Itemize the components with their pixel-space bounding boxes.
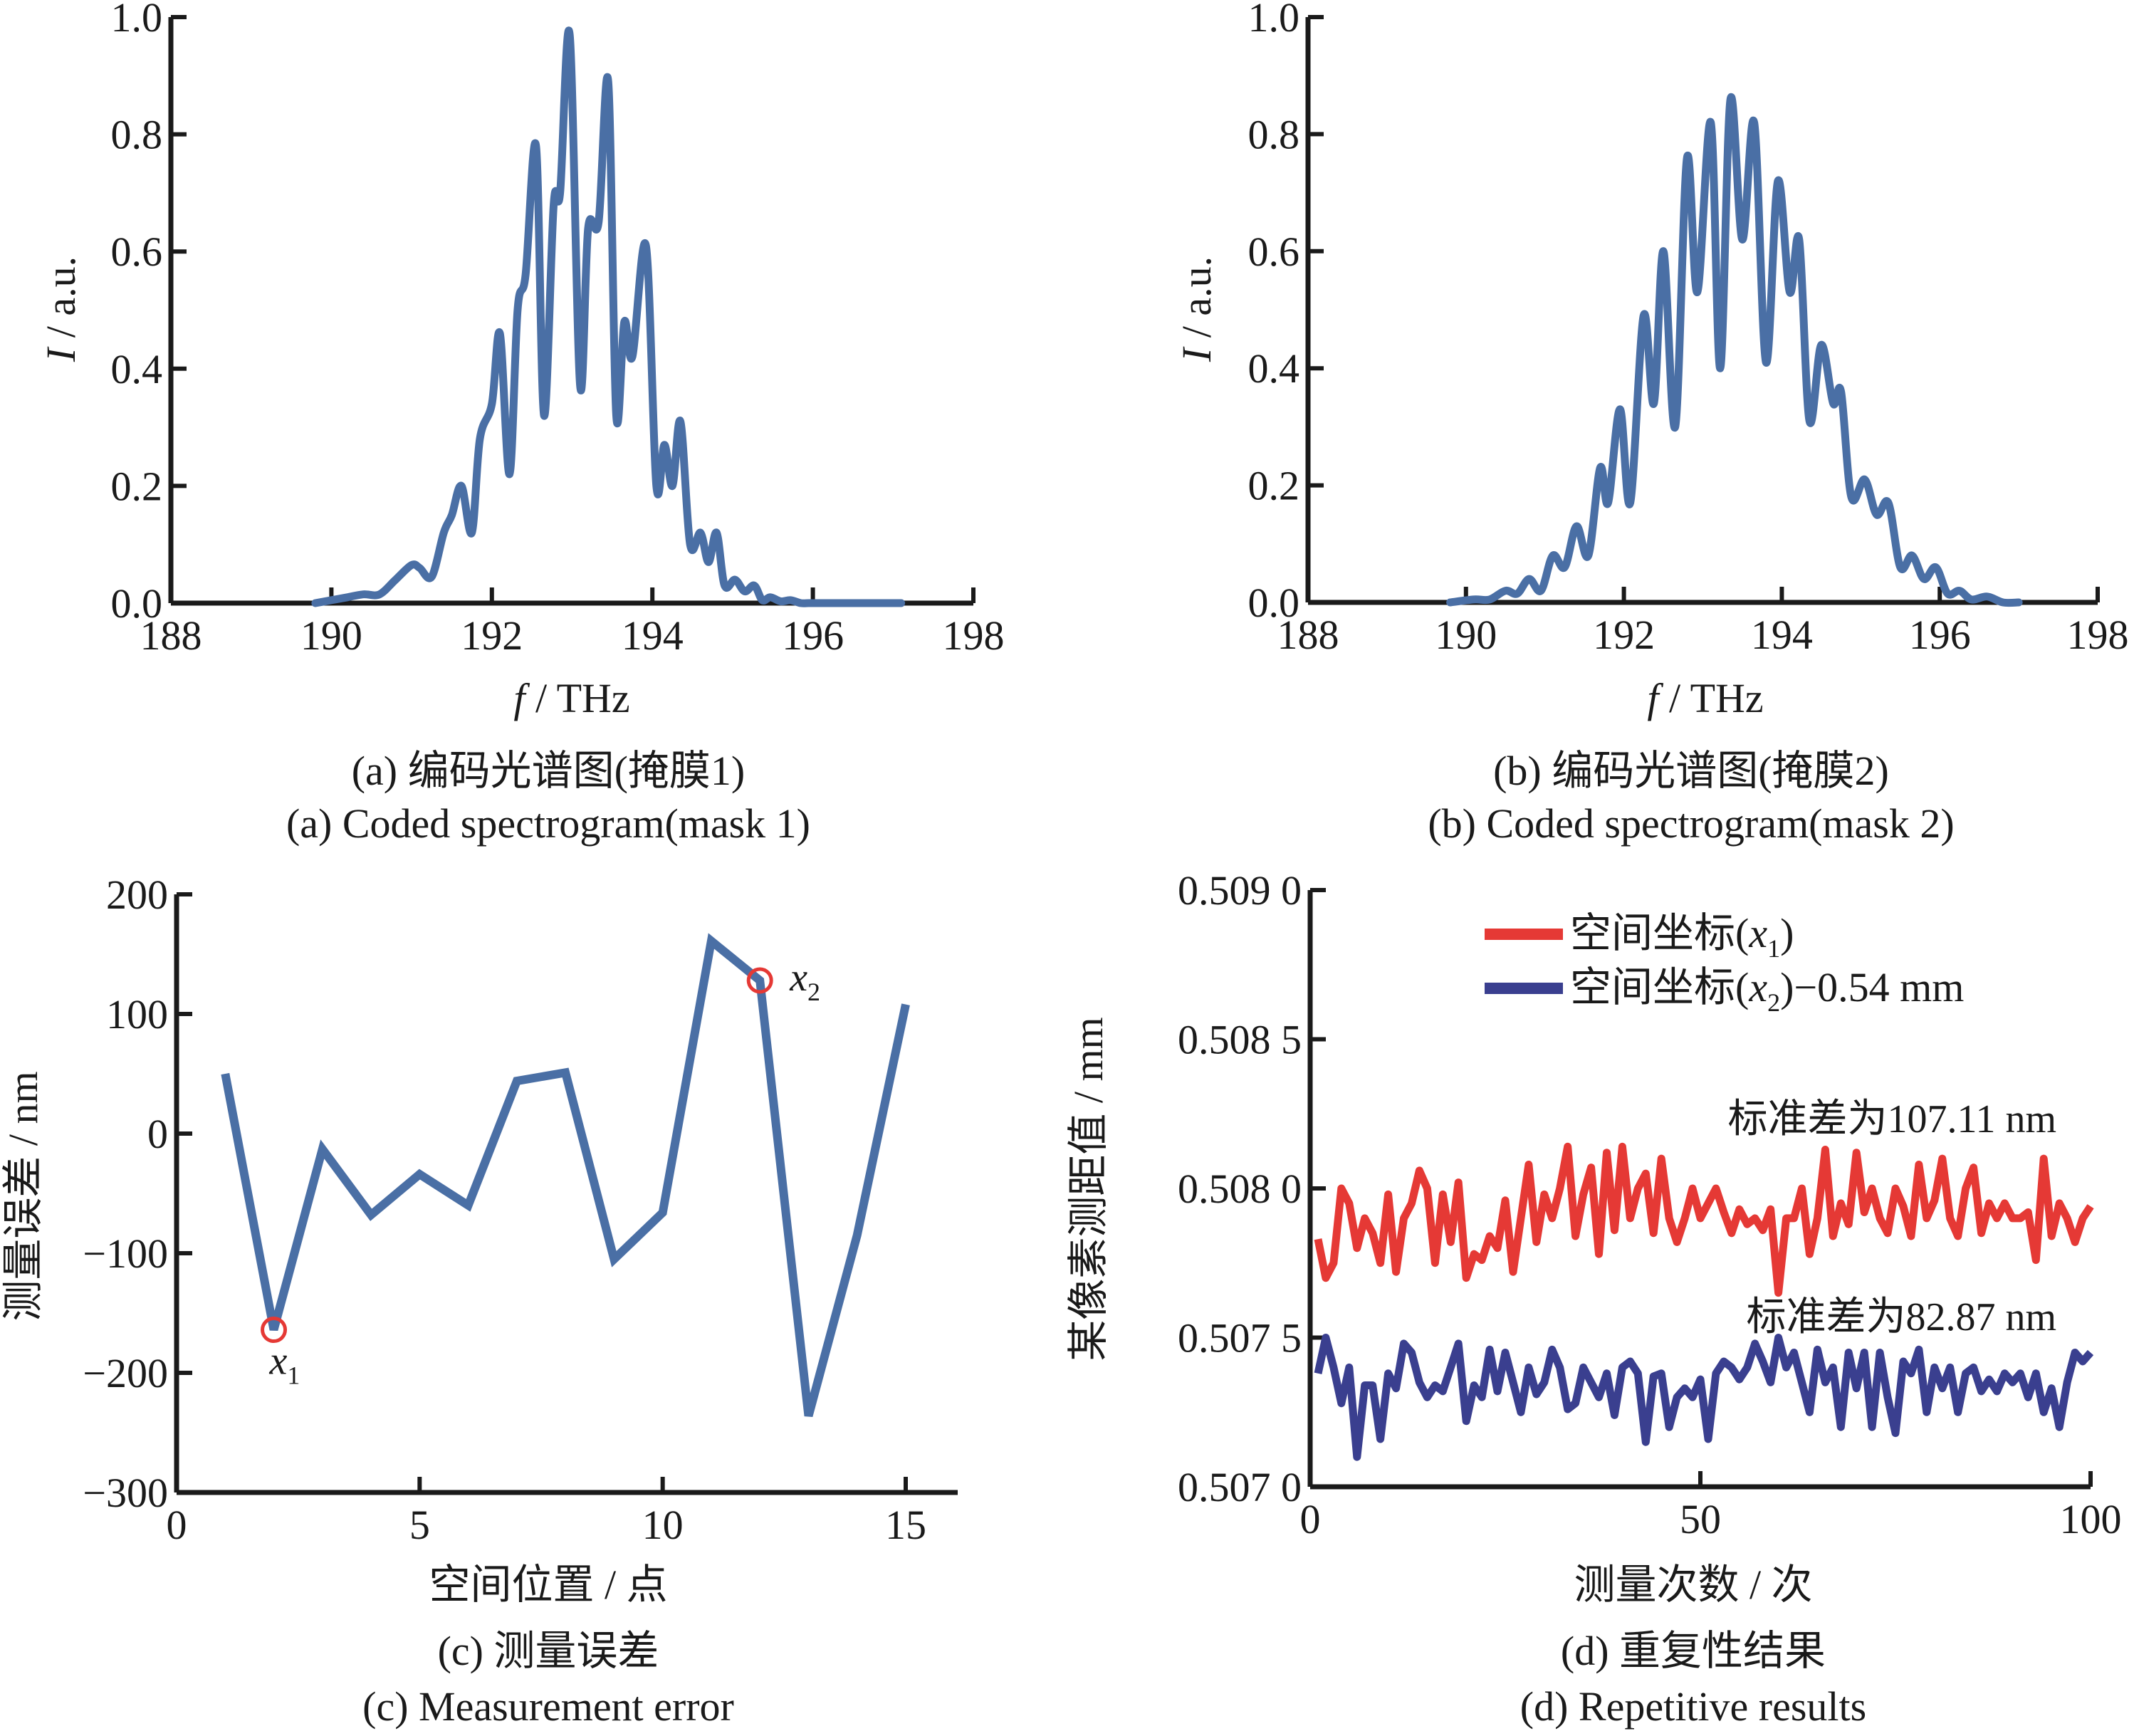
y-tick-label: 0.8 bbox=[111, 112, 163, 158]
panel-d-axes bbox=[1307, 888, 2093, 1490]
x-tick-label: 188 bbox=[1277, 612, 1339, 658]
highlight-circle-marker bbox=[261, 1317, 288, 1344]
x-tick-label: 198 bbox=[943, 612, 1005, 659]
x-tick-label: 50 bbox=[1680, 1496, 1721, 1542]
panel-d-legend: 空间坐标(x1) 空间坐标(x2)−0.54 mm bbox=[1485, 910, 1964, 1017]
panel-a-y-axis-label: I / a.u. bbox=[38, 256, 84, 362]
y-tick-label: 0.2 bbox=[1248, 463, 1300, 509]
panel-d-caption-cn: (d) 重复性结果 bbox=[1561, 1628, 1826, 1674]
legend-label-x1: 空间坐标(x1) bbox=[1570, 910, 1794, 963]
panel-d-repetitive-results: 0 50 100 0.507 0 0.507 5 0.508 0 0.508 5 0.509… bbox=[1065, 867, 2122, 1730]
point-label-x2: x2 bbox=[789, 956, 820, 1006]
panel-c-caption-en: (c) Measurement error bbox=[362, 1683, 734, 1730]
panel-b-axes bbox=[1305, 15, 2100, 605]
y-tick-label: 0 bbox=[147, 1111, 168, 1157]
highlight-circle-marker bbox=[746, 967, 773, 994]
x-tick-label: 198 bbox=[2067, 612, 2129, 658]
panel-a-caption-en: (a) Coded spectrogram(mask 1) bbox=[286, 800, 810, 847]
x-tick-label: 196 bbox=[782, 612, 844, 659]
x-tick-label: 192 bbox=[461, 612, 523, 659]
y-tick-label: 0.509 0 bbox=[1178, 867, 1302, 914]
panel-b-y-axis-label: I / a.u. bbox=[1173, 256, 1220, 362]
panel-c-caption-cn: (c) 测量误差 bbox=[438, 1628, 659, 1674]
y-tick-label: 100 bbox=[106, 991, 168, 1037]
x-tick-label: 194 bbox=[1751, 612, 1813, 658]
panel-d-series-x1-line bbox=[1314, 1142, 2094, 1297]
y-tick-label: 0.508 0 bbox=[1178, 1166, 1302, 1212]
panel-c-axes bbox=[174, 892, 958, 1495]
y-tick-label: 0.507 5 bbox=[1178, 1315, 1302, 1361]
panel-c-x-axis-label: 空间位置 / 点 bbox=[429, 1562, 667, 1608]
panel-c-x-tick-labels: 0 5 10 15 bbox=[167, 1502, 927, 1548]
panel-b-caption-cn: (b) 编码光谱图(掩膜2) bbox=[1493, 748, 1889, 794]
y-tick-label: 0.0 bbox=[111, 580, 163, 627]
y-tick-label: −100 bbox=[83, 1230, 168, 1277]
annotation-std-x2: 标准差为82.87 nm bbox=[1746, 1295, 2056, 1339]
panel-d-y-axis-label: 某像素测距值 / mm bbox=[1065, 1017, 1112, 1361]
y-tick-label: 0.6 bbox=[1248, 229, 1300, 275]
x-tick-label: 196 bbox=[1909, 612, 1971, 658]
y-tick-label: 1.0 bbox=[111, 0, 163, 41]
panel-d-caption-en: (d) Repetitive results bbox=[1520, 1683, 1866, 1730]
y-tick-label: −200 bbox=[83, 1350, 168, 1396]
panel-c-annotations: x1 x2 bbox=[261, 956, 820, 1390]
panel-a-spectrogram-mask1: 188 190 192 194 196 198 0.0 0.2 0.4 0.6 0.8 1.0 f … bbox=[38, 0, 1005, 847]
panel-b-x-tick-labels: 188 190 192 194 196 198 bbox=[1277, 612, 2129, 658]
x-tick-label: 5 bbox=[409, 1502, 430, 1548]
y-tick-label: 0.508 5 bbox=[1178, 1017, 1302, 1063]
panel-a-series-line bbox=[311, 26, 906, 607]
x-tick-label: 194 bbox=[622, 612, 684, 659]
panel-a-x-tick-labels: 188 190 192 194 196 198 bbox=[140, 612, 1005, 659]
panel-d-x-axis-label: 测量次数 / 次 bbox=[1574, 1562, 1812, 1608]
legend-label-x2: 空间坐标(x2)−0.54 mm bbox=[1570, 964, 1964, 1017]
y-tick-label: 0.4 bbox=[1248, 345, 1300, 392]
y-tick-label: 1.0 bbox=[1248, 0, 1300, 41]
y-tick-label: 0.0 bbox=[1248, 580, 1300, 626]
y-tick-label: 0.507 0 bbox=[1178, 1464, 1302, 1510]
y-tick-label: 0.6 bbox=[111, 229, 163, 275]
x-tick-label: 192 bbox=[1593, 612, 1655, 658]
panel-c-measurement-error: 0 5 10 15 −300 −200 −100 0 100 200 x1 x2 空间位置 / 点… bbox=[0, 872, 958, 1730]
x-tick-label: 0 bbox=[1300, 1496, 1321, 1542]
y-tick-label: 0.2 bbox=[111, 463, 163, 509]
panel-d-x-tick-labels: 0 50 100 bbox=[1300, 1496, 2122, 1542]
x-tick-label: 188 bbox=[140, 612, 202, 659]
y-tick-label: −300 bbox=[83, 1470, 168, 1516]
x-tick-label: 100 bbox=[2060, 1496, 2122, 1542]
x-tick-label: 10 bbox=[642, 1502, 684, 1548]
panel-b-x-axis-label: f / THz bbox=[1647, 675, 1763, 721]
panel-a-x-axis-label: f / THz bbox=[513, 675, 629, 721]
panel-a-caption-cn: (a) 编码光谱图(掩膜1) bbox=[352, 748, 746, 794]
x-tick-label: 190 bbox=[1435, 612, 1497, 658]
panel-b-caption-en: (b) Coded spectrogram(mask 2) bbox=[1428, 800, 1954, 847]
x-tick-label: 0 bbox=[167, 1502, 187, 1548]
x-tick-label: 15 bbox=[885, 1502, 926, 1548]
y-tick-label: 200 bbox=[106, 872, 168, 918]
panel-c-series-line bbox=[221, 933, 910, 1418]
panel-c-y-tick-labels: −300 −200 −100 0 100 200 bbox=[83, 872, 168, 1516]
panel-d-series-x2-line bbox=[1314, 1334, 2094, 1461]
y-tick-label: 0.4 bbox=[111, 346, 163, 392]
x-tick-label: 190 bbox=[300, 612, 362, 659]
annotation-std-x1: 标准差为107.11 nm bbox=[1728, 1097, 2056, 1141]
panel-b-spectrogram-mask2: 188 190 192 194 196 198 0.0 0.2 0.4 0.6 0.8 1.0 f … bbox=[1173, 0, 2129, 847]
panel-c-y-axis-label: 测量误差 / nm bbox=[0, 1071, 46, 1321]
y-tick-label: 0.8 bbox=[1248, 111, 1300, 157]
panel-b-y-tick-labels: 0.0 0.2 0.4 0.6 0.8 1.0 bbox=[1248, 0, 1300, 626]
panel-a-y-tick-labels: 0.0 0.2 0.4 0.6 0.8 1.0 bbox=[111, 0, 163, 627]
point-label-x1: x1 bbox=[269, 1339, 300, 1390]
panel-d-y-tick-labels: 0.507 0 0.507 5 0.508 0 0.508 5 0.509 0 bbox=[1178, 867, 1302, 1510]
panel-b-series-line bbox=[1446, 93, 2023, 607]
